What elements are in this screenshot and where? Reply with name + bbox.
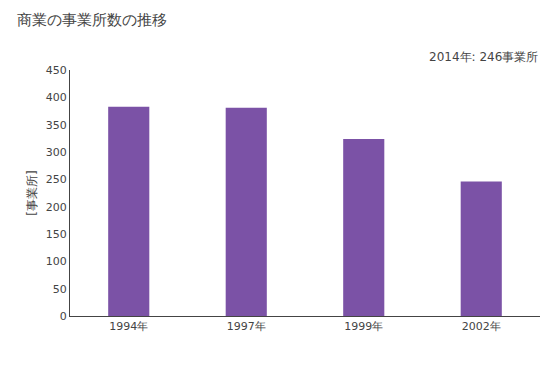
svg-text:0: 0	[60, 310, 67, 323]
svg-text:300: 300	[46, 146, 67, 159]
svg-text:1999年: 1999年	[344, 320, 383, 333]
svg-text:2014年: 246事業所: 2014年: 246事業所	[429, 50, 538, 64]
svg-text:400: 400	[46, 91, 67, 104]
svg-text:350: 350	[46, 119, 67, 132]
svg-text:250: 250	[46, 173, 67, 186]
svg-text:[事業所]: [事業所]	[25, 170, 39, 215]
svg-text:450: 450	[46, 64, 67, 77]
svg-text:50: 50	[53, 283, 67, 296]
svg-text:150: 150	[46, 228, 67, 241]
svg-text:200: 200	[46, 201, 67, 214]
svg-text:100: 100	[46, 255, 67, 268]
svg-text:2002年: 2002年	[462, 320, 501, 333]
svg-text:1994年: 1994年	[109, 320, 148, 333]
svg-text:1997年: 1997年	[227, 320, 266, 333]
svg-text:商業の事業所数の推移: 商業の事業所数の推移	[17, 11, 167, 29]
